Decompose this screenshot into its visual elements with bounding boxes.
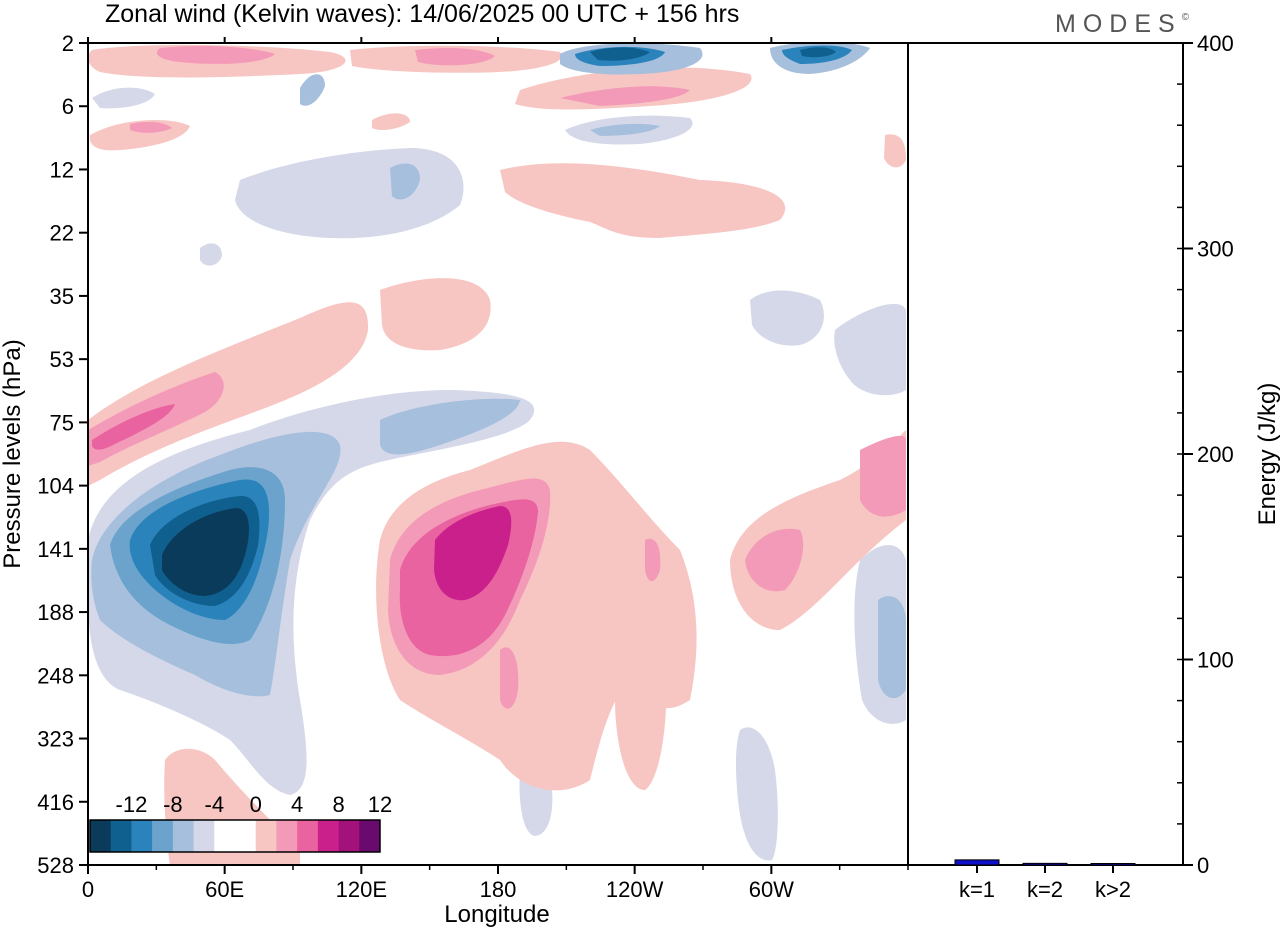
y-tick-label: 12 [50,157,74,182]
colorbar-swatch [110,820,132,852]
contour-field [88,43,906,865]
colorbar-swatch [172,820,194,852]
y-tick-label: 416 [37,790,74,815]
energy-category-label: k=1 [959,877,995,902]
colorbar-swatch [131,820,153,852]
energy-axis-title: Energy (J/kg) [1254,383,1280,526]
colorbar-swatch [297,820,319,852]
colorbar-label: -8 [163,792,183,817]
colorbar: -12 -8 -4 0 4 8 12 [89,792,392,853]
energy-bar [1022,862,1068,866]
energy-tick-label: 300 [1197,237,1234,262]
colorbar-label: 12 [368,792,392,817]
longitude-axis: 0 60E 120E 180 120W 60W [82,37,909,902]
y-tick-label: 188 [37,600,74,625]
colorbar-swatch [90,820,112,852]
colorbar-swatch [317,820,339,852]
colorbar-label: -12 [116,792,148,817]
x-tick-label: 60E [205,877,244,902]
y-tick-label: 141 [37,537,74,562]
energy-category-label: k=2 [1027,877,1063,902]
y-tick-label: 323 [37,727,74,752]
pressure-axis: 2 6 12 22 35 53 75 104 141 188 248 323 416 528 [37,31,88,878]
x-tick-label: 120E [336,877,387,902]
y-tick-label: 35 [50,284,74,309]
energy-category-label: k>2 [1095,877,1131,902]
y-axis-title: Pressure levels (hPa) [0,339,26,568]
energy-tick-label: 200 [1197,442,1234,467]
y-tick-label: 6 [62,94,74,119]
energy-bars: k=1 k=2 k>2 [954,859,1136,902]
colorbar-swatch [152,820,174,852]
colorbar-label: 4 [291,792,303,817]
brand-logo: MODES© [1055,10,1196,38]
energy-tick-label: 400 [1197,31,1234,56]
colorbar-swatch [338,820,360,852]
x-tick-label: 180 [480,877,517,902]
colorbar-swatch [359,820,381,852]
y-tick-label: 104 [37,474,74,499]
chart-title: Zonal wind (Kelvin waves): 14/06/2025 00… [105,0,739,28]
colorbar-swatch [214,820,236,852]
energy-tick-label: 100 [1197,648,1234,673]
y-tick-label: 75 [50,410,74,435]
energy-panel-frame [907,42,1184,866]
colorbar-label: -4 [205,792,225,817]
x-tick-label: 60W [749,877,794,902]
x-axis-title: Longitude [444,901,549,928]
y-tick-label: 528 [37,853,74,878]
colorbar-swatch [255,820,277,852]
energy-axis: 0 100 200 300 400 [1177,31,1234,878]
colorbar-swatch [276,820,298,852]
x-tick-label: 0 [82,877,94,902]
colorbar-swatch [193,820,215,852]
y-tick-label: 2 [62,31,74,56]
colorbar-swatch [235,820,257,852]
x-tick-label: 120W [606,877,664,902]
y-tick-label: 22 [50,221,74,246]
energy-bar [954,859,1000,866]
energy-tick-label: 0 [1197,853,1209,878]
y-tick-label: 248 [37,663,74,688]
colorbar-label: 8 [332,792,344,817]
colorbar-label: 0 [250,792,262,817]
y-tick-label: 53 [50,347,74,372]
energy-bar [1090,863,1136,866]
colorbar-frame [89,819,381,853]
